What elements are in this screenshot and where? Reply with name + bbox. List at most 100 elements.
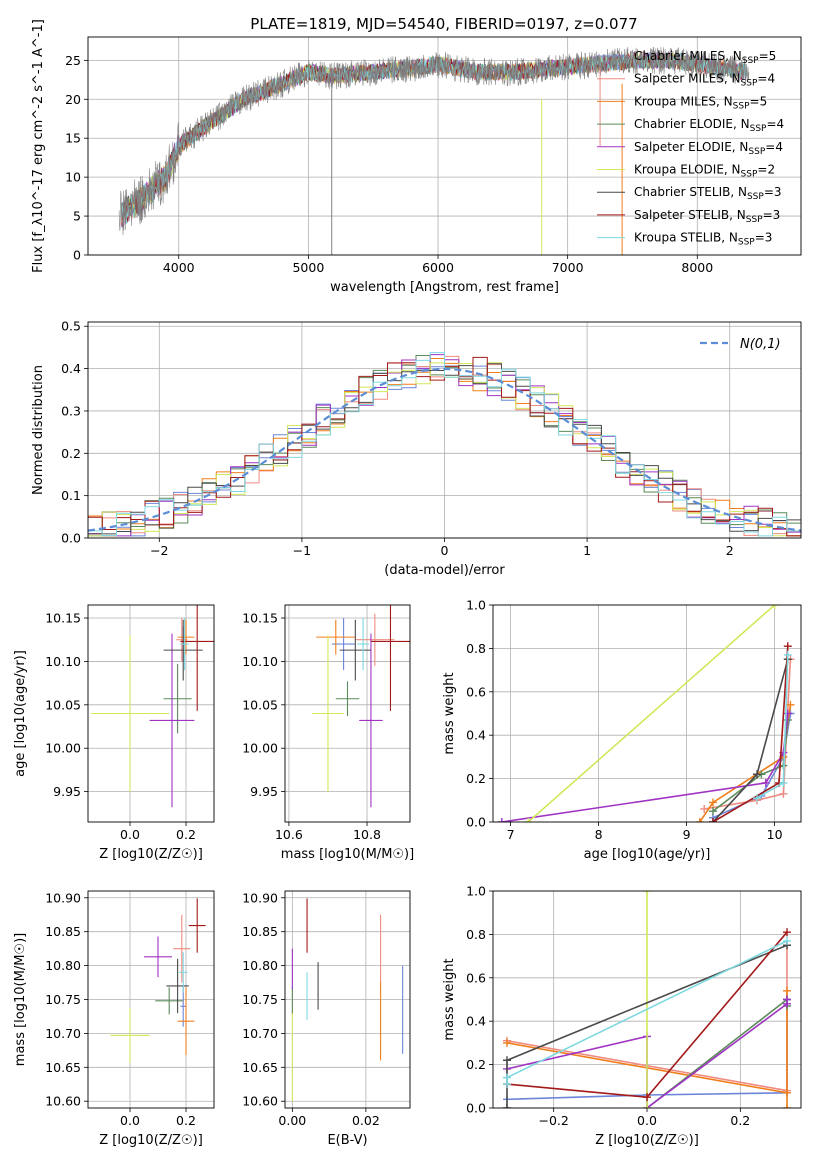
mass-weight-marker bbox=[709, 798, 717, 807]
mass-weight-marker bbox=[753, 794, 761, 803]
y-tick-label: 10.15 bbox=[45, 611, 81, 626]
y-tick-label: 1.0 bbox=[466, 884, 486, 899]
y-tick-label: 9.95 bbox=[53, 784, 81, 799]
y-tick-label: 10.10 bbox=[45, 654, 81, 669]
legend-label: Chabrier MILES, NSSP=5 bbox=[634, 49, 776, 66]
x-axis-label: Z [log10(Z/Z☉)] bbox=[99, 847, 203, 862]
mass-weight-marker bbox=[709, 807, 717, 816]
mass-weight-marker bbox=[783, 1088, 791, 1097]
mass-weight-marker bbox=[779, 789, 788, 798]
x-tick-label: 2 bbox=[726, 543, 734, 558]
legend-label: Chabrier STELIB, NSSP=3 bbox=[634, 185, 782, 202]
mass-weight-marker bbox=[753, 770, 761, 779]
normal-curve bbox=[88, 367, 801, 532]
x-tick-label: 10.6 bbox=[275, 827, 303, 842]
y-axis-label: mass weight bbox=[442, 672, 457, 754]
plot-residuals: −2 −1 0 1 2 0.0 0.1 0.2 0.3 0.4 0.5 (data-model)/er… bbox=[31, 319, 802, 578]
mass-weight-marker bbox=[643, 1104, 651, 1108]
mass-weight-line bbox=[527, 605, 776, 822]
x-axis-label: Z [log10(Z/Z☉)] bbox=[595, 1133, 699, 1148]
y-tick-label: 0.8 bbox=[466, 927, 486, 942]
x-tick-label: 0.2 bbox=[176, 1113, 196, 1128]
mass-weight-marker bbox=[770, 605, 779, 609]
y-tick-label: 10.85 bbox=[242, 924, 278, 939]
y-tick-label: 0.6 bbox=[466, 684, 486, 699]
legend: Chabrier MILES, NSSP=5 Salpeter MILES, NS… bbox=[597, 49, 784, 248]
plot-massweight_vs_Z: −0.2 0.0 0.2 0.0 0.2 0.4 0.6 0.8 1.0 Z [log10(Z/Z… bbox=[442, 884, 802, 1148]
y-tick-label: 1.0 bbox=[466, 598, 486, 613]
y-tick-label: 0.8 bbox=[466, 641, 486, 656]
mass-weight-marker bbox=[779, 778, 788, 787]
x-tick-label: 7000 bbox=[552, 260, 584, 275]
y-tick-label: 25 bbox=[65, 53, 81, 68]
y-tick-label: 10.75 bbox=[45, 992, 81, 1007]
legend-label: Kroupa ELODIE, NSSP=2 bbox=[634, 163, 775, 180]
mass-weight-marker bbox=[783, 650, 792, 659]
y-tick-label: 10.05 bbox=[45, 697, 81, 712]
mass-weight-marker bbox=[700, 804, 709, 813]
x-tick-label: 7 bbox=[507, 827, 515, 842]
mass-weight-marker bbox=[643, 1093, 651, 1102]
axes-frame bbox=[87, 36, 802, 256]
y-tick-label: 10.90 bbox=[45, 890, 81, 905]
y-tick-label: 10 bbox=[65, 170, 81, 185]
x-tick-label: 0.00 bbox=[278, 1113, 306, 1128]
x-tick-label: 10 bbox=[767, 827, 783, 842]
y-axis-label: Normed distribution bbox=[31, 365, 46, 495]
mass-weight-marker bbox=[524, 818, 533, 822]
mass-weight-marker bbox=[783, 986, 791, 995]
plot-age_vs_mass: 10.6 10.8 9.95 10.00 10.05 10.10 10.15 mass [lo… bbox=[242, 604, 414, 862]
y-tick-label: 20 bbox=[65, 92, 81, 107]
data-spectrum bbox=[118, 46, 750, 236]
y-tick-label: 10.15 bbox=[242, 611, 278, 626]
x-tick-label: 4000 bbox=[163, 260, 195, 275]
y-tick-label: 0.4 bbox=[466, 728, 486, 743]
x-tick-label: 9 bbox=[683, 827, 691, 842]
mass-weight-marker bbox=[709, 818, 717, 822]
x-tick-label: 0.0 bbox=[120, 827, 140, 842]
y-tick-label: 0.0 bbox=[61, 531, 81, 546]
plot-area bbox=[90, 605, 214, 808]
legend-label: Kroupa STELIB, NSSP=3 bbox=[634, 231, 772, 248]
grid bbox=[285, 605, 410, 822]
plot-age_vs_Z: 0.0 0.2 9.95 10.00 10.05 10.10 10.15 Z [log10(Z… bbox=[13, 604, 215, 862]
x-tick-label: 1 bbox=[583, 543, 591, 558]
axes-frame bbox=[284, 604, 411, 823]
axes-frame bbox=[492, 604, 802, 823]
mass-weight-marker bbox=[643, 891, 651, 895]
x-tick-label: 0.0 bbox=[120, 1113, 140, 1128]
grid bbox=[493, 604, 801, 823]
y-tick-label: 10.70 bbox=[45, 1026, 81, 1041]
axes-frame bbox=[87, 890, 215, 1109]
mass-weight-marker bbox=[497, 818, 506, 822]
legend-label: Salpeter STELIB, NSSP=3 bbox=[634, 208, 780, 225]
y-tick-label: 15 bbox=[65, 131, 81, 146]
y-tick-label: 10.10 bbox=[242, 654, 278, 669]
legend-label: Salpeter ELODIE, NSSP=4 bbox=[634, 140, 783, 157]
x-tick-label: 10.8 bbox=[353, 827, 381, 842]
axes-frame bbox=[492, 890, 802, 1109]
mass-weight-marker bbox=[503, 1104, 511, 1108]
y-tick-label: 10.80 bbox=[45, 958, 81, 973]
y-tick-label: 0.3 bbox=[61, 403, 81, 418]
y-axis-label: mass weight bbox=[442, 958, 457, 1040]
mass-weight-marker bbox=[761, 778, 770, 787]
plot-area bbox=[88, 352, 801, 537]
y-tick-label: 0.2 bbox=[466, 1057, 486, 1072]
figure-title: PLATE=1819, MJD=54540, FIBERID=0197, z=0… bbox=[250, 15, 637, 33]
mass-weight-marker bbox=[503, 1073, 511, 1082]
y-tick-label: 10.60 bbox=[242, 1094, 278, 1109]
y-tick-label: 0.4 bbox=[466, 1014, 486, 1029]
axes-frame bbox=[87, 604, 215, 823]
axes-frame bbox=[284, 890, 411, 1109]
x-tick-label: 0.02 bbox=[352, 1113, 380, 1128]
mass-weight-marker bbox=[783, 642, 792, 651]
grid bbox=[88, 891, 214, 1108]
mass-weight-line bbox=[712, 659, 789, 822]
y-tick-label: 0 bbox=[73, 248, 81, 263]
residual-histogram bbox=[88, 352, 801, 537]
mass-weight-marker bbox=[786, 700, 795, 709]
plot-area bbox=[291, 898, 404, 1102]
y-tick-label: 0.6 bbox=[466, 970, 486, 985]
